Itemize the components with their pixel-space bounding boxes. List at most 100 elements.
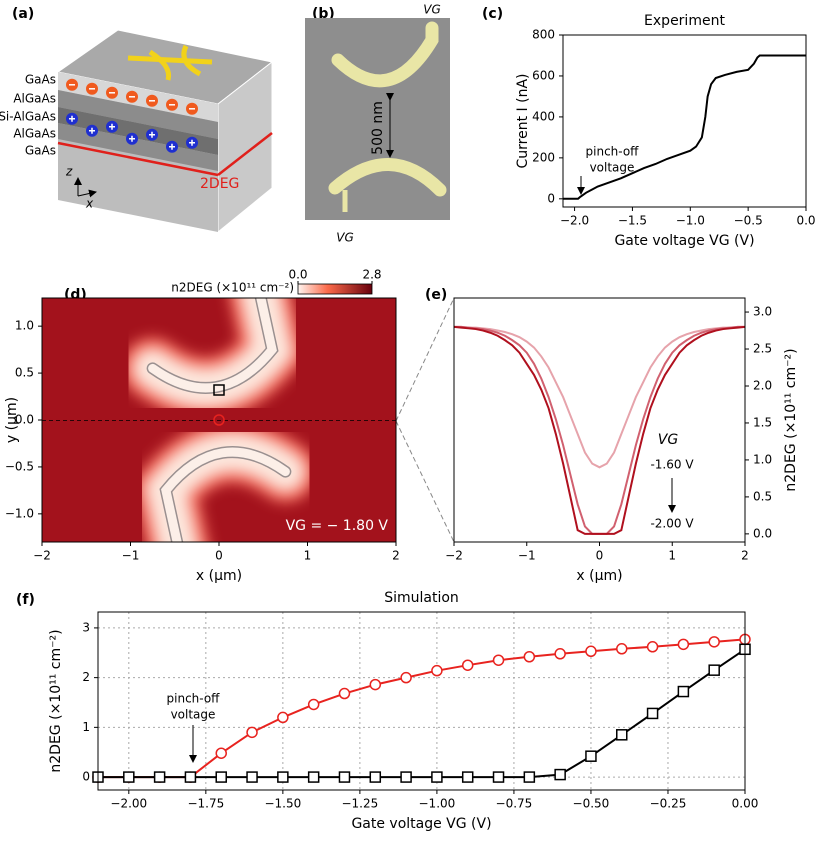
colorbar-tick-label: 0.0 xyxy=(288,268,307,282)
x-tick-label: 0.0 xyxy=(796,214,815,228)
marker xyxy=(554,648,566,660)
y-tick-label: −1.0 xyxy=(5,506,34,520)
zoom-line xyxy=(395,297,455,422)
axis-label: z xyxy=(65,165,73,179)
y-tick-label: 0 xyxy=(82,770,90,784)
donor xyxy=(129,135,135,142)
gap-label: 500 nm xyxy=(370,101,386,155)
x-tick-label: 0 xyxy=(596,549,604,563)
gate xyxy=(331,21,439,88)
marker xyxy=(431,664,443,677)
donor xyxy=(169,143,175,150)
x-axis-label: Gate voltage VG (V) xyxy=(351,816,491,832)
x-tick-label: −1.00 xyxy=(419,797,456,811)
y-tick-label: 0.5 xyxy=(15,366,34,380)
x-tick-label: −1.75 xyxy=(187,797,224,811)
y-axis-label: y (μm) xyxy=(4,397,20,443)
y-tick-label: 2.0 xyxy=(753,378,772,392)
marker xyxy=(461,659,474,671)
gate-outline xyxy=(148,298,277,393)
marker xyxy=(585,750,597,762)
layer-label: GaAs xyxy=(25,144,56,158)
chart-title: Experiment xyxy=(644,13,725,29)
y-tick-label: 1.5 xyxy=(753,415,772,429)
colorbar xyxy=(297,283,373,295)
marker xyxy=(400,671,412,684)
marker xyxy=(708,664,720,676)
gate-label: VG xyxy=(423,3,441,17)
y-tick-label: 2.5 xyxy=(753,342,772,356)
x-tick-label: 0 xyxy=(215,549,223,563)
x-axis-label: Gate voltage VG (V) xyxy=(614,233,754,249)
marker xyxy=(215,771,227,783)
x-tick-label: −0.75 xyxy=(496,797,533,811)
marker xyxy=(246,771,258,783)
donor xyxy=(89,127,95,134)
marker xyxy=(616,729,628,741)
y-tick-label: 0.0 xyxy=(753,526,772,540)
marker xyxy=(153,771,166,783)
line-series xyxy=(453,325,746,535)
panel-label: (c) xyxy=(482,6,503,22)
x-axis-label: x (μm) xyxy=(196,568,242,584)
y-tick-label: 800 xyxy=(532,28,555,42)
marker xyxy=(307,698,320,711)
layer xyxy=(58,123,218,171)
x-tick-label: 2 xyxy=(741,549,749,563)
donor xyxy=(149,131,155,138)
marker xyxy=(492,771,505,783)
donor xyxy=(69,115,75,122)
x-tick-label: −1.0 xyxy=(676,214,705,228)
chart-title: Simulation xyxy=(384,590,459,606)
charges xyxy=(66,78,198,153)
plot-frame xyxy=(453,297,746,543)
annotation: VG = − 1.80 V xyxy=(286,518,389,534)
y-tick-label: 0.0 xyxy=(15,413,34,427)
gate-outline xyxy=(161,447,290,542)
x-tick-label: −1.5 xyxy=(618,214,647,228)
legend-title: VG xyxy=(658,432,679,448)
axis-arrow xyxy=(77,189,97,198)
colorbar-tick-label: 2.8 xyxy=(362,268,381,282)
y-tick-label: 1 xyxy=(82,720,90,734)
marker xyxy=(369,771,382,783)
annotation: pinch-off xyxy=(586,145,640,159)
sem-image: 500 nm VG VG xyxy=(305,3,450,245)
legend-entry: -2.00 V xyxy=(650,517,694,531)
annotation: voltage xyxy=(171,708,216,722)
panel-label: (a) xyxy=(12,6,34,22)
gate xyxy=(328,158,447,197)
layer xyxy=(58,90,218,139)
x-tick-label: 2 xyxy=(392,549,400,563)
y-tick-label: −0.5 xyxy=(5,459,34,473)
y-axis-label: n2DEG (×10¹¹ cm⁻²) xyxy=(783,348,799,491)
marker xyxy=(492,654,505,666)
x-tick-label: −2 xyxy=(33,549,51,563)
x-tick-label: 1 xyxy=(304,549,312,563)
y-tick-label: 3 xyxy=(82,620,90,634)
colorbar-label: n2DEG (×10¹¹ cm⁻²) xyxy=(171,281,294,295)
zoom-line xyxy=(395,420,455,543)
marker xyxy=(246,726,258,739)
y-tick-label: 1.0 xyxy=(15,319,34,333)
y-tick-label: 400 xyxy=(532,109,555,123)
x-axis-label: x (μm) xyxy=(576,568,622,584)
marker xyxy=(215,747,227,759)
line-series xyxy=(98,648,746,779)
marker xyxy=(338,687,351,700)
heatmap-background xyxy=(42,298,396,542)
x-tick-label: 1 xyxy=(668,549,676,563)
y-tick-label: 0.5 xyxy=(753,489,772,503)
gate-label: VG xyxy=(336,231,354,245)
marker xyxy=(277,711,289,724)
x-tick-label: 0.00 xyxy=(732,797,759,811)
line-series xyxy=(98,638,746,779)
axis-label: x xyxy=(85,197,94,211)
panel-label: (e) xyxy=(425,287,447,303)
marker xyxy=(523,771,536,783)
x-tick-label: −2.00 xyxy=(110,797,147,811)
marker xyxy=(585,645,597,658)
